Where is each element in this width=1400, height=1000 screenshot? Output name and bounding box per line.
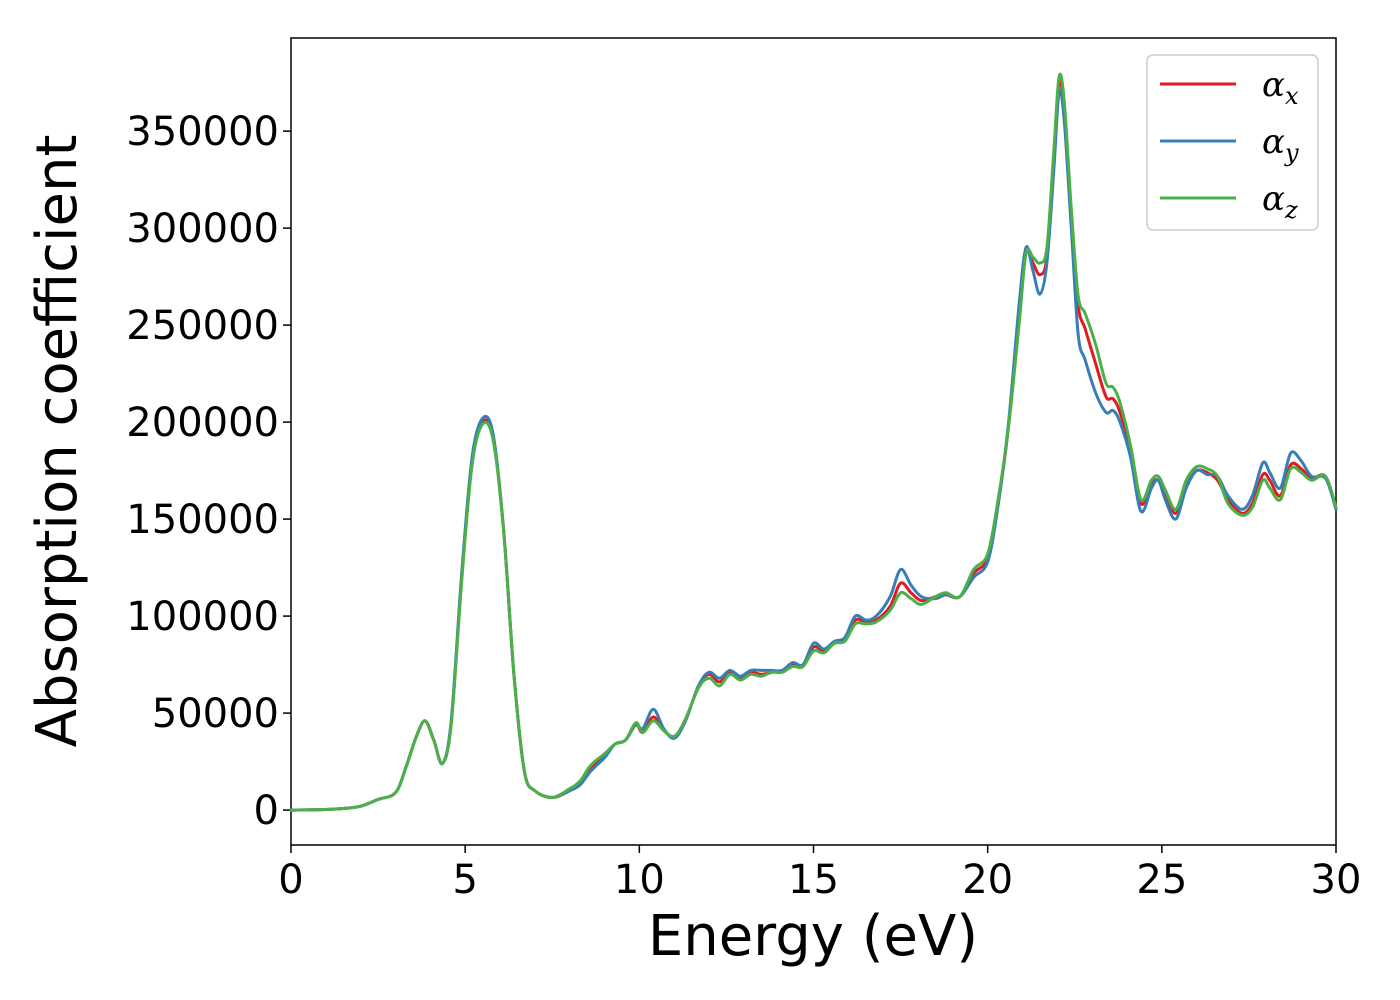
series-line-alpha-z: [289, 72, 1338, 812]
legend-label-alpha-z: αz: [1262, 179, 1298, 224]
legend-subscript: y: [1284, 139, 1299, 167]
y-tick-label: 50000: [152, 691, 279, 737]
series-layer: [289, 72, 1338, 812]
y-axis: 0 50000 100000 150000 200000 250000 300000 3500…: [126, 109, 291, 834]
legend-subscript: z: [1284, 196, 1298, 224]
y-tick-label: 0: [254, 788, 279, 834]
legend-subscript: x: [1285, 82, 1299, 110]
y-tick-label: 200000: [126, 400, 279, 446]
y-tick-label: 150000: [126, 497, 279, 543]
y-tick-label: 250000: [126, 303, 279, 349]
x-tick-label: 20: [962, 857, 1013, 903]
legend-symbol: α: [1262, 65, 1285, 105]
legend-label-alpha-x: αx: [1262, 65, 1299, 110]
x-tick-label: 30: [1311, 857, 1362, 903]
x-tick-label: 0: [278, 857, 303, 903]
x-axis-label: Energy (eV): [648, 904, 978, 969]
y-axis-label: Absorption coefficient: [25, 135, 90, 748]
y-tick-label: 350000: [126, 109, 279, 155]
x-tick-label: 15: [788, 857, 839, 903]
x-axis: 0 5 10 15 20 25 30: [278, 845, 1361, 903]
y-tick-label: 300000: [126, 206, 279, 252]
x-tick-label: 25: [1136, 857, 1187, 903]
y-tick-label: 100000: [126, 594, 279, 640]
legend-symbol: α: [1262, 179, 1285, 219]
legend-label-alpha-y: αy: [1262, 122, 1299, 167]
legend-symbol: α: [1262, 122, 1285, 162]
x-tick-label: 5: [452, 857, 477, 903]
x-tick-label: 10: [614, 857, 665, 903]
